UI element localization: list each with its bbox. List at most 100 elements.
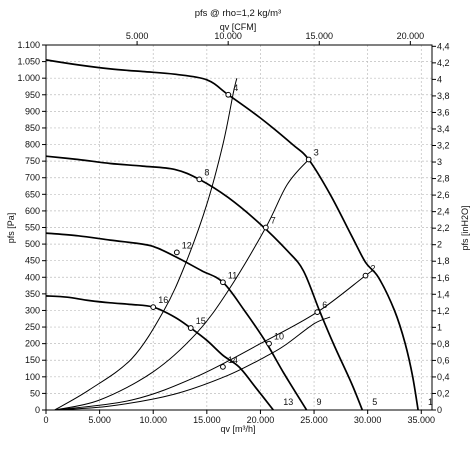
y-tick-label: 800 [25,140,40,150]
top-axis-title: qv [CFM] [220,22,257,32]
y2-tick-label: 3,4 [437,124,450,134]
y2-tick-label: 4,4 [437,41,450,51]
left-axis-title: pfs [Pa] [6,213,16,244]
y2-tick-label: 2,4 [437,207,450,217]
y-tick-label: 250 [25,322,40,332]
operating-point-marker [196,176,203,183]
operating-point-marker [220,363,226,370]
x-tick-label: 15.000 [193,415,221,425]
chart-title: pfs @ rho=1,2 kg/m³ [195,8,281,19]
y2-tick-label: 2,8 [437,174,450,184]
operating-point-marker [262,224,269,231]
operating-point-label: 7 [271,216,276,226]
y2-tick-label: 2,2 [437,223,450,233]
y-tick-label: 200 [25,339,40,349]
grid [46,45,432,410]
operating-point-label: 2 [371,264,376,274]
y-tick-label: 950 [25,90,40,100]
operating-point-label: 5 [372,397,377,407]
y2-tick-label: 3,6 [437,107,450,117]
y-tick-label: 650 [25,189,40,199]
y2-tick-label: 4,2 [437,58,450,68]
y-tick-label: 400 [25,272,40,282]
x-tick-label: 20.000 [247,415,275,425]
system-curve [54,270,374,411]
operating-point-marker [173,249,180,256]
y2-tick-label: 3 [437,157,442,167]
y-tick-label: 450 [25,256,40,266]
operating-point-marker [220,279,226,286]
y-tick-label: 1.000 [17,73,40,83]
x2-tick-label: 5.000 [126,31,149,41]
axis-ticks: 0 5.000 10.000 15.000 20.000 25.000 30.000 35.0… [17,31,449,425]
y-tick-label: 1.100 [17,40,40,50]
y-tick-label: 500 [25,239,40,249]
x-tick-label: 25.000 [300,415,328,425]
operating-point-label: 4 [233,83,238,93]
y-tick-label: 150 [25,355,40,365]
fan-curve [45,232,308,411]
system-curve [54,159,310,411]
y-tick-label: 900 [25,106,40,116]
operating-point-marker [314,309,321,316]
x-tick-label: 10.000 [139,415,167,425]
y2-tick-label: 1,4 [437,289,450,299]
x-tick-label: 35.000 [408,415,436,425]
operating-point-marker [305,156,312,163]
operating-point-label: 9 [317,397,322,407]
operating-point-marker [362,272,369,279]
right-axis-title: pfs [inH2O] [460,205,470,250]
y2-tick-label: 1,6 [437,273,450,283]
operating-point-label: 14 [228,355,238,365]
y2-tick-label: 3,8 [437,91,450,101]
operating-point-label: 10 [274,332,284,342]
y-tick-label: 50 [30,388,40,398]
operating-point-label: 3 [314,147,319,157]
operating-point-label: 15 [196,316,206,326]
system-curve [54,316,331,411]
x-tick-label: 30.000 [354,415,382,425]
y2-tick-label: 1 [437,322,442,332]
operating-point-label: 6 [322,300,327,310]
y2-tick-label: 0,2 [437,388,450,398]
operating-point-label: 16 [158,295,168,305]
operating-point-marker [266,340,272,347]
operating-point-label: 1 [428,397,433,407]
y2-tick-label: 0 [437,405,442,415]
y2-tick-label: 2 [437,240,442,250]
operating-point-label: 8 [204,167,209,177]
y2-tick-label: 3,2 [437,141,450,151]
y-tick-label: 850 [25,123,40,133]
x2-tick-label: 20.000 [397,31,425,41]
fan-curve [45,59,419,411]
y-tick-label: 0 [35,405,40,415]
operating-point-marker [150,304,157,311]
x2-tick-label: 15.000 [305,31,333,41]
y-tick-label: 700 [25,173,40,183]
y-tick-label: 1.050 [17,57,40,67]
y-tick-label: 750 [25,156,40,166]
operating-point-label: 11 [228,270,237,280]
fan-curve [45,155,364,411]
operating-point-label: 12 [182,240,192,250]
operating-point-marker [225,91,232,98]
y-tick-label: 550 [25,223,40,233]
fan-curve [45,295,274,411]
bottom-axis-title: qv [m³/h] [220,424,255,434]
y2-tick-label: 0,6 [437,355,450,365]
x2-tick-label: 10.000 [214,31,242,41]
y2-tick-label: 0,8 [437,339,450,349]
operating-point-marker [187,325,194,331]
y2-tick-label: 0,4 [437,372,450,382]
y-tick-label: 600 [25,206,40,216]
system-curve [54,78,238,411]
y2-tick-label: 1,8 [437,256,450,266]
x-tick-label: 0 [43,415,48,425]
y-tick-label: 300 [25,305,40,315]
y-tick-label: 100 [25,372,40,382]
y2-tick-label: 2,6 [437,190,450,200]
x-tick-label: 5.000 [88,415,111,425]
y2-tick-label: 1,2 [437,306,450,316]
